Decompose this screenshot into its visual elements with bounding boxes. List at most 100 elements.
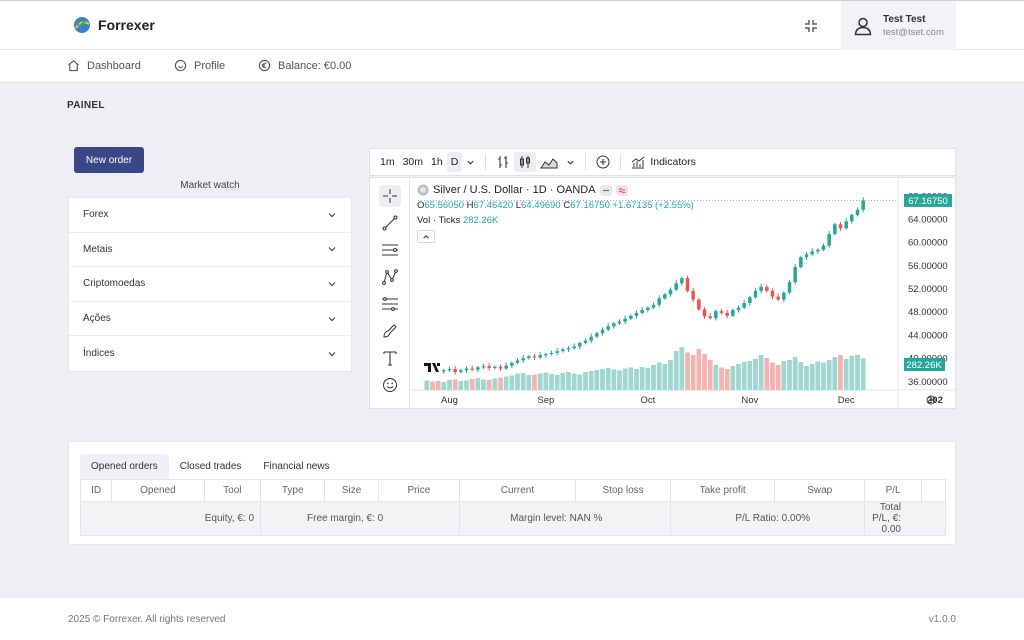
volume-bar bbox=[668, 360, 673, 390]
chart-legend: Silver / U.S. Dollar · 1D · OANDA O65.56… bbox=[417, 184, 694, 243]
tab-opened-orders[interactable]: Opened orders bbox=[80, 454, 169, 479]
fib-tool[interactable] bbox=[379, 293, 401, 315]
candle-body bbox=[838, 224, 843, 229]
timeframe-dropdown[interactable] bbox=[462, 152, 479, 172]
brush-icon bbox=[383, 324, 397, 338]
emoji-icon bbox=[383, 378, 397, 392]
candle-body bbox=[833, 224, 837, 235]
horizontal-lines-tool[interactable] bbox=[379, 239, 401, 261]
smile-icon bbox=[174, 59, 187, 72]
volume-bar bbox=[656, 362, 662, 390]
tab-closed-trades[interactable]: Closed trades bbox=[179, 461, 242, 472]
col-tool[interactable]: Tool bbox=[203, 479, 262, 502]
col-take-profit[interactable]: Take profit bbox=[670, 479, 775, 502]
pl-ratio-label: P/L Ratio: bbox=[735, 513, 779, 524]
col-current[interactable]: Current bbox=[459, 479, 576, 502]
brush-tool[interactable] bbox=[379, 320, 401, 342]
add-button[interactable] bbox=[592, 152, 614, 172]
euro-icon bbox=[258, 59, 271, 72]
candle-body bbox=[640, 310, 644, 313]
col-id[interactable]: ID bbox=[79, 479, 113, 502]
candle-body bbox=[498, 366, 503, 369]
candle-body bbox=[510, 362, 514, 366]
equity-label: Equity, €: bbox=[204, 513, 246, 524]
text-tool[interactable] bbox=[379, 347, 401, 369]
area-chart-icon bbox=[540, 157, 558, 168]
candle-body bbox=[464, 368, 469, 371]
nav-dashboard[interactable]: Dashboard bbox=[67, 59, 141, 72]
accordion-item-metais[interactable]: Metais bbox=[69, 233, 351, 268]
free-margin-label: Free margin, €: bbox=[307, 513, 375, 524]
candle-body bbox=[855, 209, 860, 215]
trendline-tool[interactable] bbox=[379, 212, 401, 234]
user-menu[interactable]: Test Test test@tset.com bbox=[841, 1, 956, 50]
col-type[interactable]: Type bbox=[260, 479, 326, 502]
indicators-button[interactable]: Indicators bbox=[627, 152, 700, 172]
volume-bar bbox=[571, 373, 577, 390]
nav-profile[interactable]: Profile bbox=[174, 59, 225, 72]
volume-bar bbox=[792, 357, 798, 390]
candle-body bbox=[861, 200, 865, 210]
candle-body bbox=[447, 369, 452, 371]
candle-body bbox=[634, 312, 639, 316]
col-price[interactable]: Price bbox=[377, 479, 461, 502]
pattern-tool[interactable] bbox=[379, 266, 401, 288]
col-swap[interactable]: Swap bbox=[773, 479, 866, 502]
candle-body bbox=[821, 245, 826, 250]
emoji-tool[interactable] bbox=[379, 374, 401, 396]
accordion-item-forex[interactable]: Forex bbox=[69, 198, 351, 233]
candle-body bbox=[850, 214, 854, 222]
candle-body bbox=[844, 221, 848, 229]
minus-badge-icon bbox=[599, 184, 612, 196]
chart-type-button[interactable] bbox=[536, 152, 562, 172]
nav-balance-label: Balance: €0.00 bbox=[278, 59, 352, 72]
last-volume-tag bbox=[904, 358, 945, 371]
orders-table: ID Opened Tool Type Size Price Current S… bbox=[79, 479, 947, 536]
volume-bar bbox=[645, 368, 651, 390]
volume-bar bbox=[673, 351, 679, 390]
accordion-item-acoes[interactable]: Ações bbox=[69, 302, 351, 337]
volume-bar bbox=[639, 367, 645, 390]
volume-bar bbox=[798, 362, 804, 390]
compare-button[interactable] bbox=[492, 152, 514, 172]
tradingview-logo bbox=[422, 360, 442, 374]
user-email: test@tset.com bbox=[883, 26, 944, 38]
col-stop-loss[interactable]: Stop loss bbox=[574, 479, 672, 502]
timeframe-1m[interactable]: 1m bbox=[380, 156, 395, 168]
candle-body bbox=[623, 318, 627, 322]
timeframe-1h[interactable]: 1h bbox=[431, 156, 443, 168]
nav-profile-label: Profile bbox=[194, 59, 226, 72]
col-size[interactable]: Size bbox=[324, 479, 379, 502]
chevron-up-icon bbox=[423, 234, 429, 239]
accordion-item-indices[interactable]: Índices bbox=[69, 336, 351, 371]
volume-bar bbox=[549, 374, 554, 390]
toolbar-divider bbox=[485, 154, 487, 170]
volume-bar bbox=[679, 347, 685, 390]
candle-body bbox=[799, 257, 803, 268]
candle-body bbox=[493, 366, 497, 368]
accordion-label: Criptomoedas bbox=[83, 278, 146, 290]
timeframe-30m[interactable]: 30m bbox=[402, 156, 424, 168]
col-pl[interactable]: P/L bbox=[864, 479, 922, 502]
close-value: 67.16750 bbox=[570, 200, 610, 211]
exit-fullscreen-icon[interactable] bbox=[802, 17, 820, 35]
volume-bar bbox=[826, 360, 832, 390]
accordion-item-criptomoedas[interactable]: Criptomoedas bbox=[69, 267, 351, 302]
candle-body bbox=[572, 346, 576, 349]
price-chart[interactable]: 36.0000040.0000044.0000048.0000052.00000… bbox=[410, 178, 956, 408]
table-header-row: ID Opened Tool Type Size Price Current S… bbox=[79, 479, 947, 502]
collapse-legend-button[interactable] bbox=[417, 230, 435, 243]
version: v1.0.0 bbox=[928, 614, 956, 625]
brand[interactable]: Forrexer bbox=[72, 15, 155, 35]
col-opened[interactable]: Opened bbox=[111, 479, 205, 502]
globe-logo-icon bbox=[74, 17, 90, 33]
chart-type-dropdown[interactable] bbox=[562, 152, 579, 172]
new-order-button[interactable]: New order bbox=[74, 147, 144, 173]
volume-bar bbox=[583, 372, 588, 390]
timeframe-d[interactable]: D bbox=[446, 152, 463, 172]
candles-button[interactable] bbox=[514, 152, 537, 172]
crosshair-tool[interactable] bbox=[379, 185, 401, 207]
nav-balance[interactable]: Balance: €0.00 bbox=[258, 59, 351, 72]
tab-financial-news[interactable]: Financial news bbox=[263, 461, 330, 472]
candlestick-icon bbox=[520, 156, 531, 168]
